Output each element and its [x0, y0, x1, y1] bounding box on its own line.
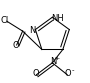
Text: O: O: [12, 42, 19, 50]
Text: N: N: [29, 26, 36, 35]
Text: N: N: [50, 57, 57, 66]
Text: -: -: [72, 67, 74, 73]
Text: O: O: [65, 69, 72, 78]
Text: NH: NH: [51, 14, 64, 23]
Text: Cl: Cl: [1, 16, 9, 25]
Text: O: O: [32, 69, 39, 78]
Text: +: +: [55, 56, 60, 61]
